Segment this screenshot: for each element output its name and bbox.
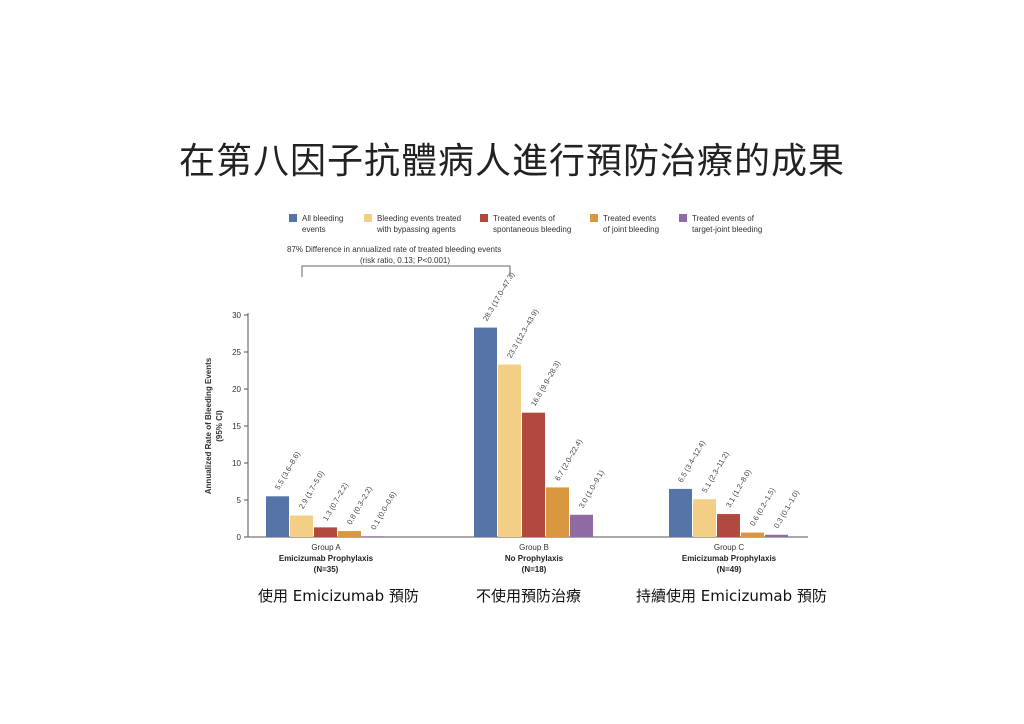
bar bbox=[498, 364, 521, 537]
legend-label-line2: events bbox=[302, 225, 326, 234]
group-sublabel: Emicizumab Prophylaxis bbox=[682, 554, 777, 563]
y-tick-label: 5 bbox=[237, 496, 242, 505]
legend-label-line2: with bypassing agents bbox=[376, 225, 456, 234]
legend-swatch bbox=[364, 214, 372, 222]
bar-value-label: 0.6 (0.2–1.5) bbox=[748, 486, 777, 528]
y-tick-label: 0 bbox=[237, 533, 242, 542]
bar bbox=[741, 532, 764, 537]
caption-group-b: 不使用預防治療 bbox=[476, 587, 582, 605]
legend-label-line2: target-joint bleeding bbox=[692, 225, 762, 234]
y-tick-label: 10 bbox=[232, 459, 241, 468]
bar-value-label: 23.3 (12.3–43.9) bbox=[505, 307, 541, 360]
group-n: (N=49) bbox=[717, 565, 742, 574]
slide-title: 在第八因子抗體病人進行預防治療的成果 bbox=[178, 141, 845, 182]
legend-label: Bleeding events treated bbox=[377, 214, 461, 223]
bar-value-label: 3.1 (1.2–8.0) bbox=[724, 467, 753, 509]
bar bbox=[765, 534, 788, 537]
group-label: Group B bbox=[519, 543, 549, 552]
bar-value-label: 5.1 (2.3–11.2) bbox=[700, 449, 731, 494]
group-sublabel: No Prophylaxis bbox=[505, 554, 564, 563]
bar-value-label: 0.1 (0.0–0.6) bbox=[369, 489, 398, 531]
legend-label: Treated events bbox=[603, 214, 656, 223]
bar bbox=[546, 487, 569, 537]
annotation-stats: (risk ratio, 0.13; P<0.001) bbox=[360, 256, 450, 265]
legend-swatch bbox=[679, 214, 687, 222]
bar bbox=[570, 514, 593, 537]
legend-swatch bbox=[289, 214, 297, 222]
bar-value-label: 16.8 (9.9–28.3) bbox=[529, 359, 562, 408]
bar bbox=[266, 496, 289, 537]
bar-value-label: 28.3 (17.0–47.3) bbox=[481, 270, 517, 323]
bar bbox=[693, 499, 716, 537]
legend-label: Treated events of bbox=[692, 214, 755, 223]
y-tick-label: 30 bbox=[232, 311, 241, 320]
y-axis-label-ci: (95% CI) bbox=[215, 410, 224, 442]
group-n: (N=35) bbox=[314, 565, 339, 574]
group-sublabel: Emicizumab Prophylaxis bbox=[279, 554, 374, 563]
caption-group-a: 使用 Emicizumab 預防 bbox=[258, 587, 419, 605]
caption-group-c: 持續使用 Emicizumab 預防 bbox=[636, 587, 827, 605]
bar bbox=[717, 514, 740, 537]
y-tick-label: 25 bbox=[232, 348, 241, 357]
bar bbox=[474, 327, 497, 537]
bar bbox=[362, 536, 385, 537]
group-label: Group A bbox=[311, 543, 341, 552]
annotation-text: 87% Difference in annualized rate of tre… bbox=[287, 245, 501, 254]
legend-label: All bleeding bbox=[302, 214, 343, 223]
bar bbox=[522, 412, 545, 537]
bar-value-label: 0.3 (0.1–1.0) bbox=[772, 488, 801, 530]
legend-label-line2: of joint bleeding bbox=[603, 225, 659, 234]
bar bbox=[290, 515, 313, 537]
legend-swatch bbox=[480, 214, 488, 222]
bar-value-label: 5.5 (3.6–8.6) bbox=[273, 450, 302, 492]
group-n: (N=18) bbox=[522, 565, 547, 574]
legend-label-line2: spontaneous bleeding bbox=[493, 225, 571, 234]
y-tick-label: 15 bbox=[232, 422, 241, 431]
bar-value-label: 6.7 (2.0–22.4) bbox=[553, 437, 584, 482]
bar-value-label: 3.0 (1.0–9.1) bbox=[577, 468, 606, 510]
bar bbox=[669, 488, 692, 537]
group-label: Group C bbox=[714, 543, 744, 552]
y-axis-label: Annualized Rate of Bleeding Events bbox=[204, 357, 213, 494]
bar-value-label: 0.8 (0.3–2.2) bbox=[345, 484, 374, 526]
bar-value-label: 2.9 (1.7–5.0) bbox=[297, 469, 326, 511]
y-tick-label: 20 bbox=[232, 385, 241, 394]
legend-swatch bbox=[590, 214, 598, 222]
comparison-bracket bbox=[301, 265, 511, 277]
bar bbox=[338, 531, 361, 537]
bar-value-label: 1.3 (0.7–2.2) bbox=[321, 481, 350, 523]
legend-label: Treated events of bbox=[493, 214, 556, 223]
bar bbox=[314, 527, 337, 537]
bar-value-label: 6.5 (3.4–12.4) bbox=[676, 439, 707, 484]
